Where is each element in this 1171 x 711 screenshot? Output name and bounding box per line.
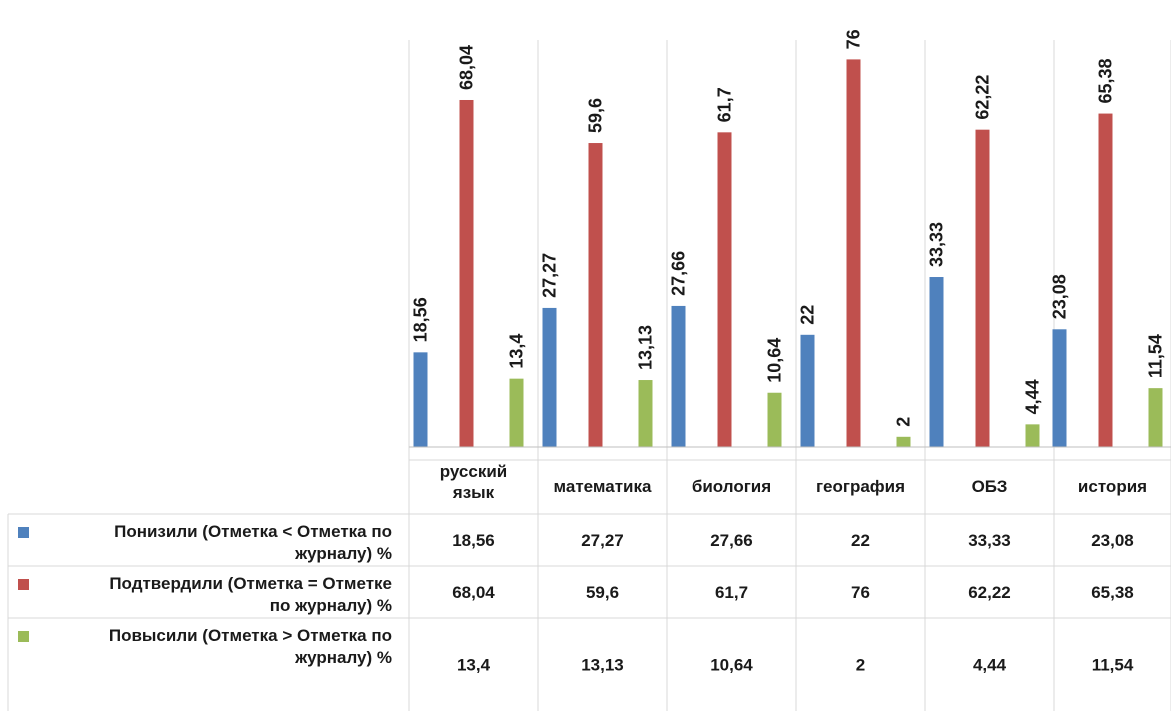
data-label: 68,04: [457, 45, 477, 90]
table-cell: 68,04: [452, 583, 495, 602]
legend-label-3: Повысили (Отметка > Отметка по журналу) %: [109, 626, 392, 667]
data-label: 13,13: [636, 325, 656, 370]
bar-1-2: [542, 307, 557, 447]
bar-3-1: [509, 378, 524, 447]
bar-2-1: [459, 99, 474, 447]
table-cell: 65,38: [1091, 583, 1134, 602]
bar-2-5: [975, 129, 990, 448]
data-table: русский язык математика биология география ОБ…: [7, 459, 1171, 711]
data-label: 2: [894, 417, 914, 427]
legend-label-1: Понизили (Отметка < Отметка по журналу) %: [114, 522, 392, 563]
data-label: 65,38: [1096, 59, 1116, 104]
data-label: 76: [844, 29, 864, 49]
table-cell: 59,6: [586, 583, 619, 602]
table-cell: 33,33: [968, 531, 1011, 550]
bar-1-4: [800, 334, 815, 447]
bar-2-6: [1098, 113, 1113, 447]
bar-2-4: [846, 59, 861, 448]
table-cell: 76: [851, 583, 870, 602]
bar-2-2: [588, 143, 603, 448]
data-label: 23,08: [1050, 274, 1070, 319]
legend-key-2: [18, 579, 29, 590]
table-cell: 2: [856, 656, 865, 675]
table-cell: 27,27: [581, 531, 624, 550]
bar-3-6: [1148, 388, 1163, 447]
table-cell: 62,22: [968, 583, 1011, 602]
category-label-6: история: [1078, 477, 1147, 496]
bar-2-3: [717, 132, 732, 447]
data-label: 13,4: [507, 334, 527, 369]
bar-1-5: [929, 277, 944, 447]
bar-1-6: [1052, 329, 1067, 447]
data-label: 61,7: [715, 87, 735, 122]
table-cell: 13,13: [581, 656, 624, 675]
bar-3-5: [1025, 424, 1040, 447]
category-label-1: русский язык: [440, 462, 508, 502]
data-label: 27,66: [669, 251, 689, 296]
bar-3-2: [638, 380, 653, 447]
data-label: 33,33: [927, 222, 947, 267]
category-label-4: география: [816, 477, 905, 496]
bar-3-4: [896, 436, 911, 447]
table-cell: 27,66: [710, 531, 753, 550]
data-label: 62,22: [973, 75, 993, 120]
data-label: 22: [798, 305, 818, 325]
data-label: 27,27: [540, 253, 560, 298]
category-label-5: ОБЗ: [972, 477, 1008, 496]
table-cell: 22: [851, 531, 870, 550]
bar-1-1: [413, 352, 428, 447]
table-cell: 23,08: [1091, 531, 1134, 550]
table-cell: 18,56: [452, 531, 495, 550]
table-cell: 11,54: [1092, 656, 1134, 675]
legend-label-2: Подтвердили (Отметка = Отметке по журналу…: [109, 574, 392, 615]
legend-key-3: [18, 631, 29, 642]
table-cell: 61,7: [715, 583, 748, 602]
table-cell: 13,4: [457, 656, 491, 675]
category-label-3: биология: [692, 477, 771, 496]
bar-3-3: [767, 392, 782, 447]
table-cell: 10,64: [710, 656, 753, 675]
data-label: 4,44: [1023, 379, 1043, 414]
data-label: 11,54: [1146, 334, 1166, 378]
legend-key-1: [18, 527, 29, 538]
bar-1-3: [671, 305, 686, 447]
plot-area: 18,56 27,27 27,66 22 33,33 23,08 68,04 59,6 61,7…: [408, 29, 1171, 460]
data-label: 59,6: [586, 98, 606, 133]
category-label-2: математика: [554, 477, 652, 496]
data-label: 10,64: [765, 338, 785, 383]
table-cell: 4,44: [973, 656, 1007, 675]
data-label: 18,56: [411, 297, 431, 342]
